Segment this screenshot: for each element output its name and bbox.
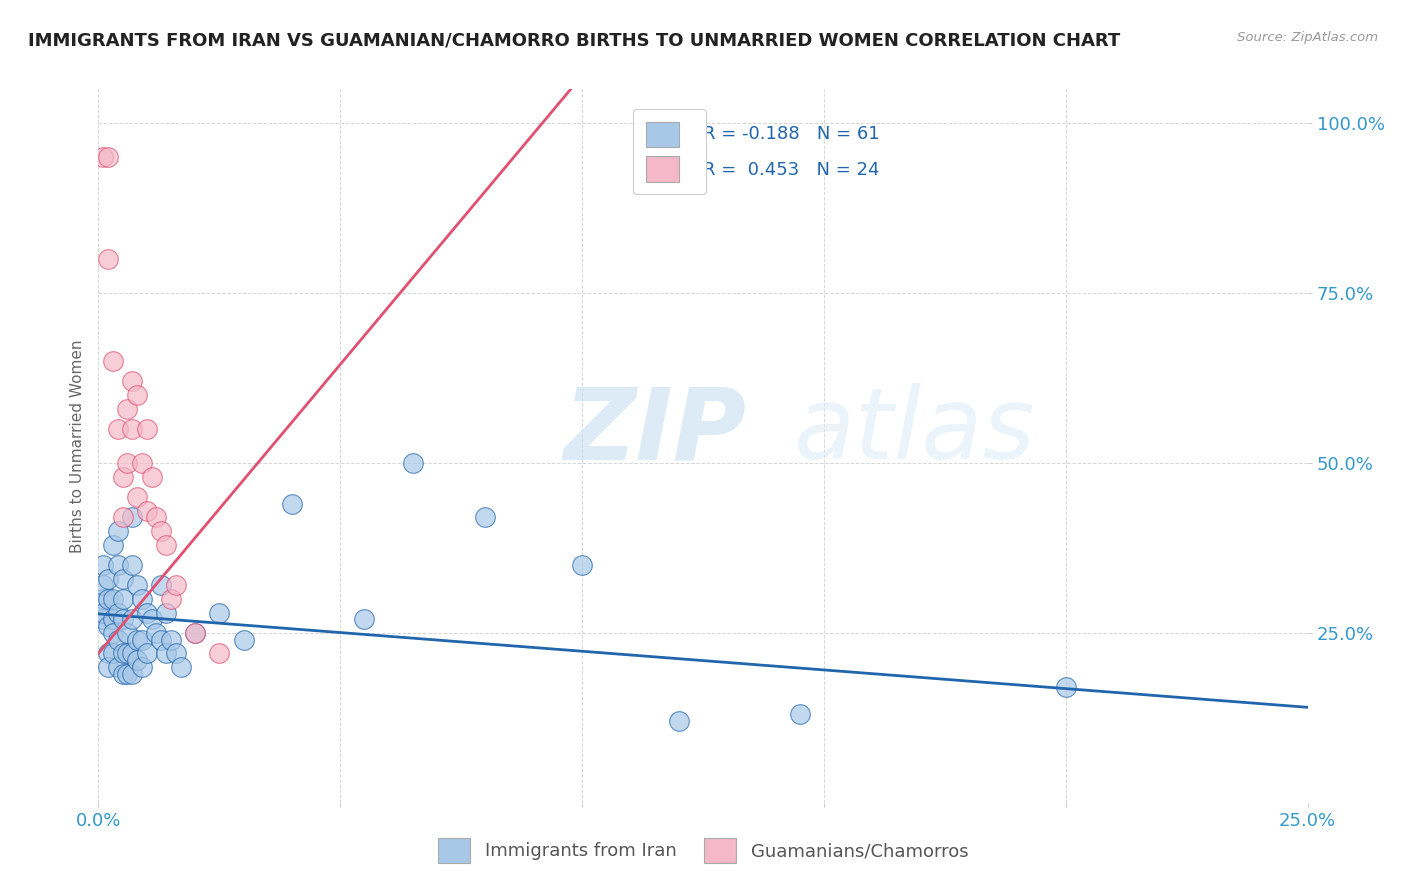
Point: [117, 626, 139, 640]
Point: [208, 606, 231, 620]
Point: [160, 591, 183, 606]
Point: [184, 626, 207, 640]
Point: [184, 626, 207, 640]
Point: [281, 497, 304, 511]
Point: [135, 646, 157, 660]
Point: [141, 469, 163, 483]
Point: [111, 510, 134, 524]
Point: [91, 606, 114, 620]
Point: [121, 375, 143, 389]
Point: [91, 558, 114, 572]
Point: [117, 401, 139, 416]
Point: [121, 558, 143, 572]
Point: [121, 612, 143, 626]
Point: [121, 510, 143, 524]
Text: ZIP: ZIP: [564, 384, 747, 480]
Point: [668, 714, 690, 729]
Point: [145, 626, 167, 640]
Point: [131, 456, 153, 470]
Point: [91, 591, 114, 606]
Point: [131, 591, 153, 606]
Point: [117, 456, 139, 470]
Point: [474, 510, 496, 524]
Point: [135, 606, 157, 620]
Point: [97, 660, 120, 674]
Point: [127, 632, 149, 647]
Point: [150, 578, 173, 592]
Point: [91, 578, 114, 592]
Point: [91, 612, 114, 626]
Text: atlas: atlas: [793, 384, 1035, 480]
Text: Source: ZipAtlas.com: Source: ZipAtlas.com: [1237, 31, 1378, 45]
Point: [232, 632, 254, 647]
Point: [97, 572, 120, 586]
Point: [111, 646, 134, 660]
Point: [127, 388, 149, 402]
Text: R =  0.453   N = 24: R = 0.453 N = 24: [703, 161, 880, 178]
Point: [101, 626, 124, 640]
Point: [101, 354, 124, 368]
Point: [127, 490, 149, 504]
Point: [117, 666, 139, 681]
Point: [111, 591, 134, 606]
Point: [353, 612, 375, 626]
Point: [97, 252, 120, 266]
Point: [97, 591, 120, 606]
Point: [107, 524, 129, 538]
Point: [101, 612, 124, 626]
Point: [127, 578, 149, 592]
Point: [155, 646, 177, 660]
Point: [101, 646, 124, 660]
Point: [111, 612, 134, 626]
Legend: Immigrants from Iran, Guamanians/Chamorros: Immigrants from Iran, Guamanians/Chamorr…: [429, 829, 977, 872]
Point: [111, 469, 134, 483]
Point: [155, 537, 177, 551]
Y-axis label: Births to Unmarried Women: Births to Unmarried Women: [69, 339, 84, 553]
Text: IMMIGRANTS FROM IRAN VS GUAMANIAN/CHAMORRO BIRTHS TO UNMARRIED WOMEN CORRELATION: IMMIGRANTS FROM IRAN VS GUAMANIAN/CHAMOR…: [28, 31, 1121, 49]
Point: [135, 422, 157, 436]
Point: [107, 660, 129, 674]
Point: [165, 578, 187, 592]
Point: [208, 646, 231, 660]
Point: [127, 653, 149, 667]
Point: [121, 646, 143, 660]
Point: [169, 660, 191, 674]
Point: [91, 150, 114, 164]
Point: [145, 510, 167, 524]
Point: [107, 606, 129, 620]
Point: [150, 524, 173, 538]
Point: [135, 503, 157, 517]
Point: [121, 422, 143, 436]
Point: [571, 558, 593, 572]
Point: [97, 619, 120, 633]
Point: [160, 632, 183, 647]
Point: [789, 707, 811, 722]
Point: [107, 422, 129, 436]
Point: [165, 646, 187, 660]
Point: [117, 646, 139, 660]
Point: [97, 150, 120, 164]
Point: [121, 666, 143, 681]
Point: [101, 591, 124, 606]
Point: [402, 456, 425, 470]
Point: [155, 606, 177, 620]
Point: [101, 537, 124, 551]
Point: [107, 558, 129, 572]
Text: R = -0.188   N = 61: R = -0.188 N = 61: [703, 125, 880, 143]
Point: [107, 632, 129, 647]
Point: [150, 632, 173, 647]
Point: [131, 632, 153, 647]
Point: [111, 572, 134, 586]
Point: [1054, 680, 1077, 694]
Point: [97, 646, 120, 660]
Point: [131, 660, 153, 674]
Point: [111, 666, 134, 681]
Point: [141, 612, 163, 626]
